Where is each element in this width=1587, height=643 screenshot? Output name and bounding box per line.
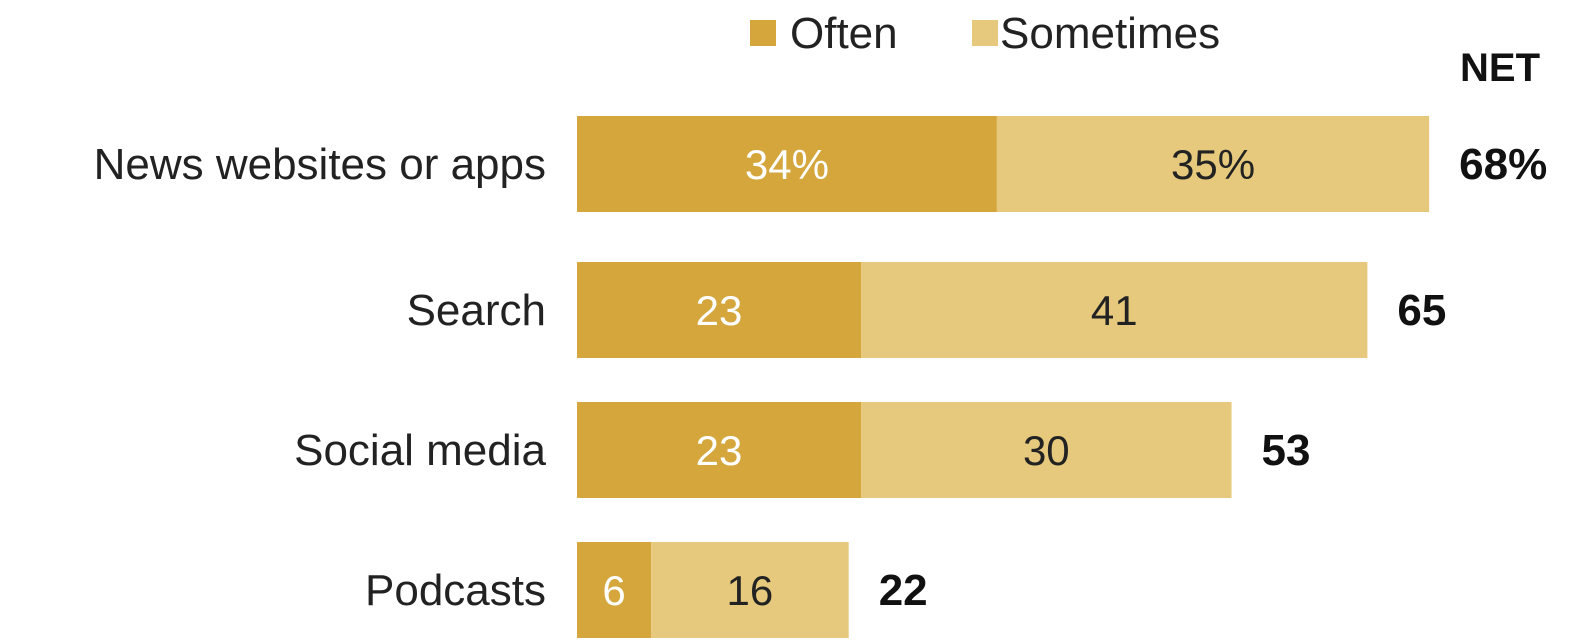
bar-segment-often bbox=[577, 542, 652, 638]
net-value-label: 53 bbox=[1262, 426, 1311, 475]
bar-segment-sometimes bbox=[651, 542, 849, 638]
bar-segment-sometimes bbox=[996, 116, 1430, 212]
net-value-label: 68% bbox=[1459, 140, 1547, 189]
bar-segment-sometimes bbox=[861, 262, 1368, 358]
bar-row: News websites or apps 34% 35% 68% bbox=[94, 116, 1547, 212]
category-label: News websites or apps bbox=[94, 140, 546, 189]
bar-value-label-often: 23 bbox=[696, 427, 743, 474]
net-value-label: 65 bbox=[1397, 286, 1446, 335]
category-label: Podcasts bbox=[365, 566, 546, 615]
bar-row: Podcasts 6 16 22 bbox=[365, 542, 928, 638]
legend-label-sometimes: Sometimes bbox=[1000, 9, 1220, 58]
bar-segment-often bbox=[577, 262, 862, 358]
bar-row: Search 23 41 65 bbox=[407, 262, 1446, 358]
bar-value-label-sometimes: 30 bbox=[1023, 427, 1070, 474]
bar-segment-often bbox=[577, 402, 862, 498]
category-label: Search bbox=[407, 286, 546, 335]
bar-value-label-sometimes: 35% bbox=[1171, 141, 1255, 188]
legend-label-often: Often bbox=[790, 9, 898, 58]
chart-rows: News websites or apps 34% 35% 68% Search 23 41… bbox=[94, 116, 1547, 638]
bar-value-label-often: 23 bbox=[696, 287, 743, 334]
bar-value-label-often: 34% bbox=[745, 141, 829, 188]
net-column-header: NET bbox=[1460, 46, 1540, 90]
category-label: Social media bbox=[294, 426, 546, 475]
bar-value-label-often: 6 bbox=[602, 567, 625, 614]
legend-swatch-sometimes bbox=[972, 20, 998, 46]
bar-segment-sometimes bbox=[861, 402, 1232, 498]
bar-value-label-sometimes: 16 bbox=[727, 567, 774, 614]
net-value-label: 22 bbox=[879, 566, 928, 615]
legend-swatch-often bbox=[750, 20, 776, 46]
bar-segment-often bbox=[577, 116, 997, 212]
bar-value-label-sometimes: 41 bbox=[1091, 287, 1138, 334]
chart-legend: Often Sometimes bbox=[750, 9, 1220, 58]
bar-row: Social media 23 30 53 bbox=[294, 402, 1311, 498]
